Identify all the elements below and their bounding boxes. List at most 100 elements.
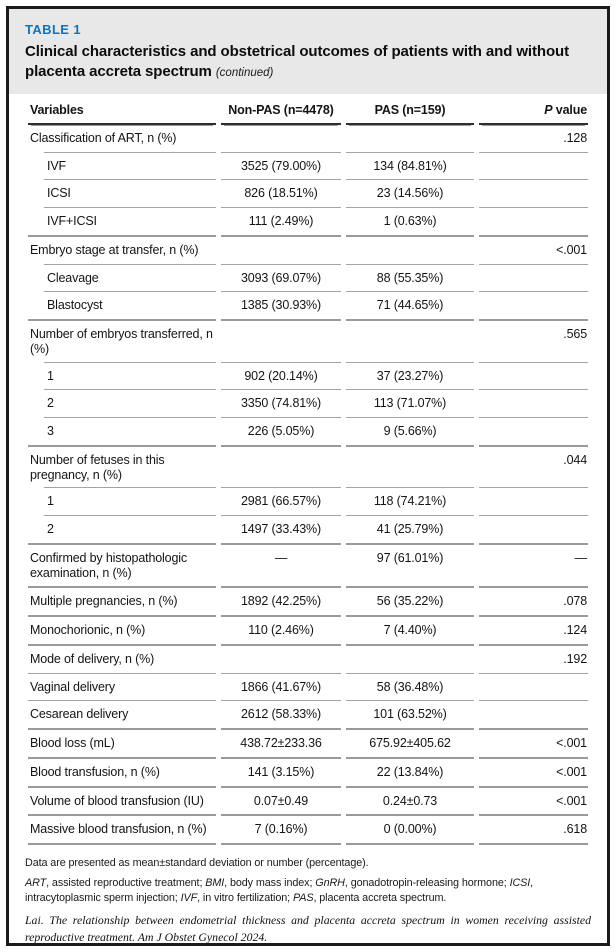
pas-value-cell: 71 (44.65%) — [346, 292, 474, 322]
non-pas-value-cell: 1385 (30.93%) — [221, 292, 341, 322]
pas-value-cell: 37 (23.27%) — [346, 363, 474, 391]
abbreviation-term: GnRH — [315, 877, 345, 890]
p-value-cell: <.001 — [479, 759, 588, 788]
table-row: 2 1497 (33.43%) 41 (25.79%) — [28, 516, 588, 545]
row-label-cell: Confirmed by histopathologic examination… — [28, 545, 216, 589]
pas-value-cell: 1 (0.63%) — [346, 208, 474, 237]
row-label-cell: 3 — [28, 418, 216, 447]
p-value-cell — [479, 516, 588, 545]
non-pas-value-cell: 438.72±233.36 — [221, 730, 341, 759]
col-header-non-pas: Non-PAS (n=4478) — [221, 94, 341, 125]
p-value-cell — [479, 153, 588, 181]
pas-value-cell: 7 (4.40%) — [346, 617, 474, 646]
row-label-cell: 1 — [28, 363, 216, 391]
table-row: Monochorionic, n (%) 110 (2.46%) 7 (4.40%)… — [28, 617, 588, 646]
table-row: 2 3350 (74.81%) 113 (71.07%) — [28, 390, 588, 419]
pas-value-cell: 58 (36.48%) — [346, 674, 474, 702]
row-label-cell: 2 — [28, 390, 216, 418]
pas-value-cell — [346, 237, 474, 265]
pas-value-cell — [346, 321, 474, 363]
table-body: Classification of ART, n (%) .128 IVF 3525 … — [28, 125, 588, 846]
p-value-cell — [479, 701, 588, 731]
row-label-cell: IVF+ICSI — [28, 208, 216, 237]
p-value-cell — [479, 208, 588, 237]
abbreviation-term: BMI — [205, 877, 225, 890]
table-row: Massive blood transfusion, n (%) 7 (0.16%… — [28, 816, 588, 846]
pas-value-cell: 97 (61.01%) — [346, 545, 474, 589]
table-title-text: Clinical characteristics and obstetrical… — [25, 43, 569, 81]
table-row: Vaginal delivery 1866 (41.67%) 58 (36.48%) — [28, 674, 588, 702]
pas-value-cell: 22 (13.84%) — [346, 759, 474, 788]
pas-value-cell: 113 (71.07%) — [346, 390, 474, 419]
table-row: 1 2981 (66.57%) 118 (74.21%) — [28, 488, 588, 517]
p-value-cell: .192 — [479, 646, 588, 674]
pas-value-cell: 134 (84.81%) — [346, 153, 474, 181]
p-value-cell: .078 — [479, 588, 588, 618]
non-pas-value-cell: 7 (0.16%) — [221, 816, 341, 846]
table-number-label: TABLE 1 — [25, 22, 82, 37]
non-pas-value-cell: 1866 (41.67%) — [221, 674, 341, 702]
non-pas-value-cell: 0.07±0.49 — [221, 788, 341, 817]
pas-value-cell: 0 (0.00%) — [346, 816, 474, 846]
p-value-cell — [479, 674, 588, 702]
p-value-cell — [479, 390, 588, 419]
abbreviation-description: , assisted reproductive treatment; — [46, 877, 206, 890]
table-row: ICSI 826 (18.51%) 23 (14.56%) — [28, 180, 588, 209]
non-pas-value-cell: 110 (2.46%) — [221, 617, 341, 646]
table-row: Blood loss (mL) 438.72±233.36 675.92±405.6… — [28, 730, 588, 759]
table-card: TABLE 1 Clinical characteristics and obs… — [6, 6, 610, 946]
non-pas-value-cell: 1497 (33.43%) — [221, 516, 341, 545]
row-label-cell: Massive blood transfusion, n (%) — [28, 816, 216, 846]
pas-value-cell: 56 (35.22%) — [346, 588, 474, 618]
non-pas-value-cell: 2612 (58.33%) — [221, 701, 341, 731]
footnote-citation: Lai. The relationship between endometria… — [25, 913, 591, 945]
non-pas-value-cell: 826 (18.51%) — [221, 180, 341, 209]
row-label-cell: Mode of delivery, n (%) — [28, 646, 216, 674]
p-value-cell: .618 — [479, 816, 588, 846]
pas-value-cell — [346, 447, 474, 489]
row-label-cell: Blastocyst — [28, 292, 216, 322]
row-label-cell: Number of fetuses in this pregnancy, n (… — [28, 447, 216, 489]
row-label-cell: Blood transfusion, n (%) — [28, 759, 216, 788]
row-label-cell: ICSI — [28, 180, 216, 208]
abbreviation-term: IVF — [180, 891, 198, 904]
non-pas-value-cell: 111 (2.49%) — [221, 208, 341, 237]
table-header-band: TABLE 1 Clinical characteristics and obs… — [9, 9, 607, 94]
p-value-cell: .565 — [479, 321, 588, 363]
table-row: 3 226 (5.05%) 9 (5.66%) — [28, 418, 588, 447]
row-label-cell: Number of embryos transferred, n (%) — [28, 321, 216, 363]
footnote-presentation: Data are presented as mean±standard devi… — [25, 857, 369, 870]
p-value-cell — [479, 292, 588, 322]
col-header-variables: Variables — [28, 94, 216, 125]
row-label-cell: Classification of ART, n (%) — [28, 125, 216, 153]
pas-value-cell: 675.92±405.62 — [346, 730, 474, 759]
p-value-cell: .124 — [479, 617, 588, 646]
p-value-cell: .128 — [479, 125, 588, 153]
pas-value-cell: 88 (55.35%) — [346, 265, 474, 293]
p-value-cell: <.001 — [479, 788, 588, 817]
table-row: Cleavage 3093 (69.07%) 88 (55.35%) — [28, 265, 588, 293]
col-header-pas: PAS (n=159) — [346, 94, 474, 125]
table-row: Number of fetuses in this pregnancy, n (… — [28, 447, 588, 489]
pas-value-cell: 9 (5.66%) — [346, 418, 474, 447]
abbreviation-description: , in vitro fertilization; — [197, 891, 293, 904]
pas-value-cell: 101 (63.52%) — [346, 701, 474, 731]
table-row: Multiple pregnancies, n (%) 1892 (42.25%)… — [28, 588, 588, 618]
column-header-row: Variables Non-PAS (n=4478) PAS (n=159) P… — [28, 94, 588, 125]
row-label-cell: 1 — [28, 488, 216, 516]
table-row: Blastocyst 1385 (30.93%) 71 (44.65%) — [28, 292, 588, 322]
pas-value-cell — [346, 125, 474, 153]
non-pas-value-cell: 902 (20.14%) — [221, 363, 341, 391]
p-value-cell — [479, 180, 588, 209]
footnotes: Data are presented as mean±standard devi… — [9, 845, 607, 945]
pas-value-cell: 0.24±0.73 — [346, 788, 474, 817]
table-row: Embryo stage at transfer, n (%) <.001 — [28, 237, 588, 265]
data-table-wrapper: Variables Non-PAS (n=4478) PAS (n=159) P… — [9, 94, 607, 846]
p-value-cell: <.001 — [479, 730, 588, 759]
row-label-cell: Embryo stage at transfer, n (%) — [28, 237, 216, 265]
p-value-cell — [479, 418, 588, 447]
non-pas-value-cell: 2981 (66.57%) — [221, 488, 341, 517]
table-row: Confirmed by histopathologic examination… — [28, 545, 588, 589]
p-value-cell: <.001 — [479, 237, 588, 265]
row-label-cell: 2 — [28, 516, 216, 545]
